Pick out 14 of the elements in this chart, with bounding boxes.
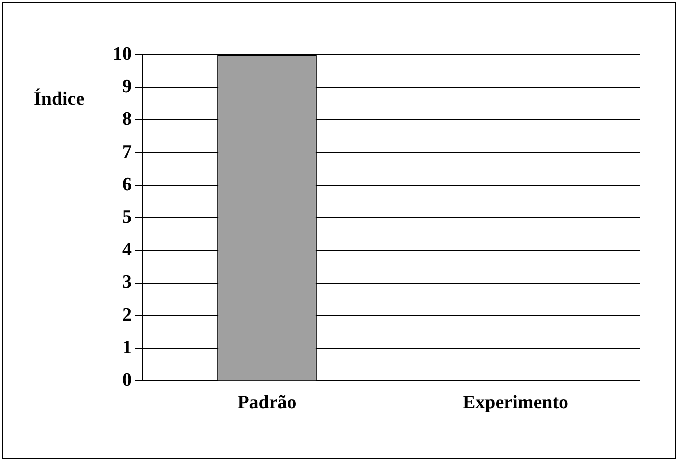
y-tick-label: 5 [122,207,132,228]
y-tick-label: 10 [113,44,132,65]
y-tick-label: 2 [122,304,132,326]
y-tick-label: 8 [122,109,132,130]
y-tick-label: 9 [122,76,132,98]
x-tick-label: Padrão [238,392,297,414]
y-tick-label: 6 [122,174,132,196]
x-tick-label: Experimento [462,392,569,414]
y-tick-label: 3 [122,272,132,294]
y-tick-label: 1 [122,337,132,358]
y-tick-label: 4 [122,240,132,261]
y-axis-title: Índice [34,88,85,110]
y-tick-label: 0 [122,370,132,392]
y-tick-label: 7 [122,142,132,163]
